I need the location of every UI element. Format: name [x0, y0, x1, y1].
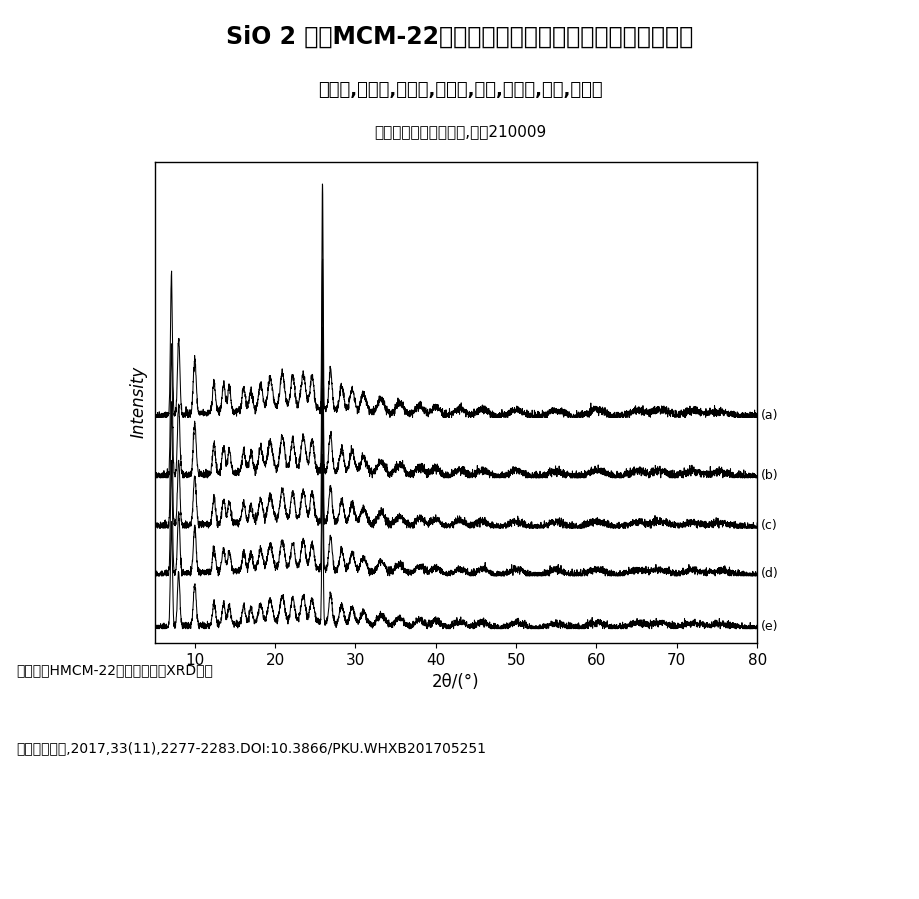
Text: (e): (e): [760, 620, 777, 633]
Text: 王跃梗,王俊杰,梁金花,王俊格,成静,丁中协,刘振,任晓乾: 王跃梗,王俊杰,梁金花,王俊格,成静,丁中协,刘振,任晓乾: [317, 81, 602, 99]
Text: 改性前后HMCM-22催化剂样品的XRD图谱: 改性前后HMCM-22催化剂样品的XRD图谱: [17, 663, 213, 678]
Text: (c): (c): [760, 520, 777, 532]
Text: (b): (b): [760, 468, 778, 482]
Text: (a): (a): [760, 408, 777, 422]
Text: 物理化学学报,2017,33(11),2277-2283.DOI:10.3866/PKU.WHXB201705251: 物理化学学报,2017,33(11),2277-2283.DOI:10.3866…: [17, 742, 486, 756]
Y-axis label: Intensity: Intensity: [130, 366, 147, 439]
Text: 南京工业大学化工学院,南京210009: 南京工业大学化工学院,南京210009: [373, 124, 546, 139]
X-axis label: 2θ/(°): 2θ/(°): [432, 673, 479, 691]
Text: SiO 2 改性MCM-22分子筛上联苯与环己醇的择形烷基化反应: SiO 2 改性MCM-22分子筛上联苯与环己醇的择形烷基化反应: [226, 25, 693, 49]
Text: (d): (d): [760, 567, 778, 580]
